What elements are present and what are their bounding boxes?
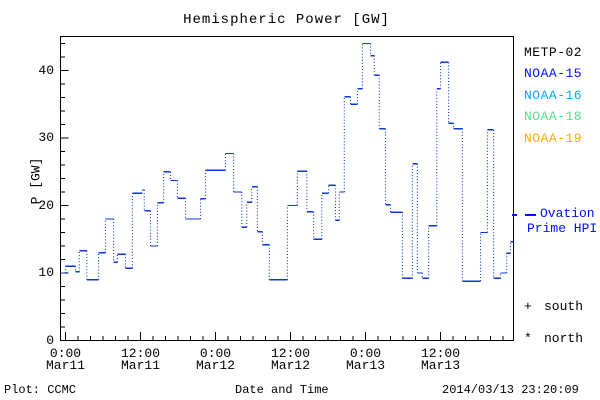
y-tick-label: 0 [46, 332, 54, 348]
x-tick-label-date: Mar12 [195, 358, 235, 373]
hpi-step-segments [60, 42, 514, 282]
x-tick-label-date: Mar11 [120, 358, 160, 373]
y-tick-label: 20 [38, 197, 54, 213]
legend-satellite-metp-02: METP-02 [524, 45, 583, 60]
axis-ticks [60, 43, 504, 341]
north-marker-label: north [544, 331, 584, 346]
plot-timestamp: 2014/03/13 23:20:09 [442, 383, 579, 397]
south-marker-symbol: + [524, 299, 532, 314]
y-tick-label: 40 [38, 62, 54, 78]
legend-marker-south: + south [524, 299, 583, 314]
x-axis-title: Date and Time [235, 383, 329, 397]
y-tick-label: 30 [38, 130, 54, 145]
hpi-step-connectors [64, 43, 512, 282]
plot-credit: Plot: CCMC [4, 383, 77, 397]
ovation-line-sample-dash [512, 214, 517, 216]
plot-frame [60, 36, 514, 341]
legend-satellite-noaa-18: NOAA-18 [524, 109, 583, 125]
ovation-legend-label-line2: Prime HPI [527, 221, 598, 236]
ovation-line-sample-dash [525, 214, 536, 216]
x-tick-label-date: Mar13 [420, 358, 460, 373]
x-tick-label-time: 0:00 [349, 346, 382, 361]
x-tick-label-time: 12:00 [270, 346, 310, 361]
north-marker-symbol: * [524, 331, 532, 346]
legend-satellite-noaa-19: NOAA-19 [524, 130, 583, 146]
ovation-legend-label-line1: Ovation [540, 206, 595, 221]
x-tick-label-time: 0:00 [199, 346, 232, 361]
x-tick-label-time: 0:00 [49, 346, 82, 361]
x-tick-label-time: 12:00 [120, 346, 160, 361]
legend-satellite-noaa-15: NOAA-15 [524, 66, 583, 82]
south-marker-label: south [544, 299, 584, 314]
x-tick-label-date: Mar12 [270, 358, 310, 373]
y-tick-label: 10 [38, 265, 54, 280]
x-tick-label-date: Mar11 [45, 358, 85, 373]
x-tick-label-time: 12:00 [420, 346, 460, 361]
chart-title: Hemispheric Power [GW] [183, 12, 390, 28]
legend-marker-north: * north [524, 331, 583, 346]
x-tick-label-date: Mar13 [345, 358, 385, 373]
legend-satellite-noaa-16: NOAA-16 [524, 87, 583, 103]
